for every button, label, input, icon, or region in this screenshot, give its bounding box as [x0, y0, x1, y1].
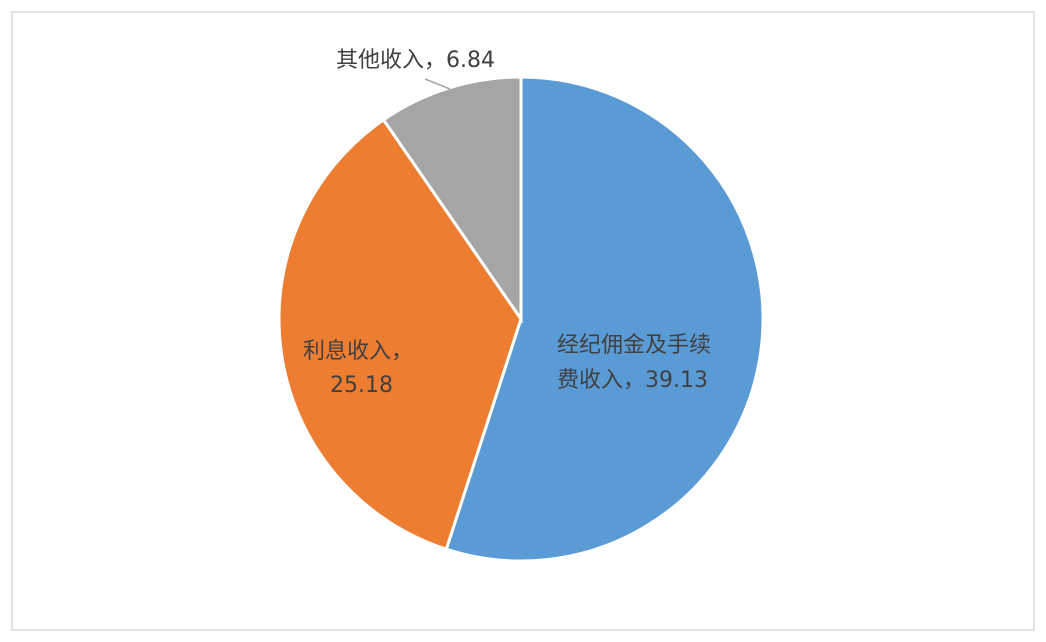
data-label-1-line-0: 利息收入，: [303, 339, 413, 364]
data-label-0-line-0: 经纪佣金及手续: [557, 333, 711, 358]
data-label-0-line-1: 费收入，39.13: [557, 368, 708, 393]
leader-line-other: [424, 78, 451, 90]
pie-slice-0: [444, 75, 765, 563]
data-label-1-line-1: 25.18: [330, 373, 393, 398]
pie-slice-1: [277, 117, 523, 552]
data-label-2-line-0: 其他收入，6.84: [336, 48, 495, 73]
